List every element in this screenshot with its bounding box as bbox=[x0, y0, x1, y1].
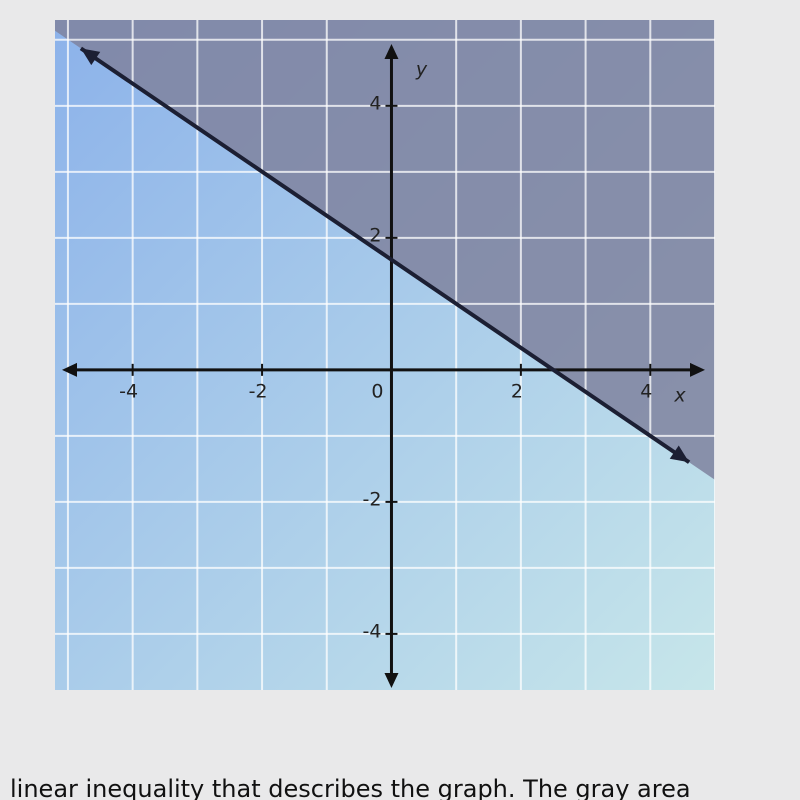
x-tick-label: -2 bbox=[249, 380, 268, 402]
line-arrow bbox=[669, 445, 690, 463]
x-tick-label: -4 bbox=[119, 380, 138, 402]
x-tick-label: 2 bbox=[511, 380, 523, 402]
line-arrow bbox=[80, 48, 101, 66]
x-axis-label: x bbox=[673, 384, 686, 406]
boundary-line bbox=[79, 46, 691, 464]
shaded-region bbox=[55, 20, 715, 480]
y-tick-label: 2 bbox=[369, 224, 381, 246]
y-tick-label: -4 bbox=[363, 620, 382, 642]
caption: linear inequality that describes the gra… bbox=[10, 775, 691, 800]
x-axis-arrow bbox=[62, 362, 77, 377]
x-axis-arrow bbox=[690, 362, 705, 377]
y-axis-label: y bbox=[415, 59, 428, 81]
y-tick-label: -2 bbox=[363, 488, 382, 510]
y-axis-arrow bbox=[384, 673, 399, 688]
origin-label: 0 bbox=[371, 380, 383, 402]
y-axis-arrow bbox=[384, 44, 399, 59]
y-tick-label: 4 bbox=[369, 92, 381, 114]
x-tick-label: 4 bbox=[640, 380, 652, 402]
